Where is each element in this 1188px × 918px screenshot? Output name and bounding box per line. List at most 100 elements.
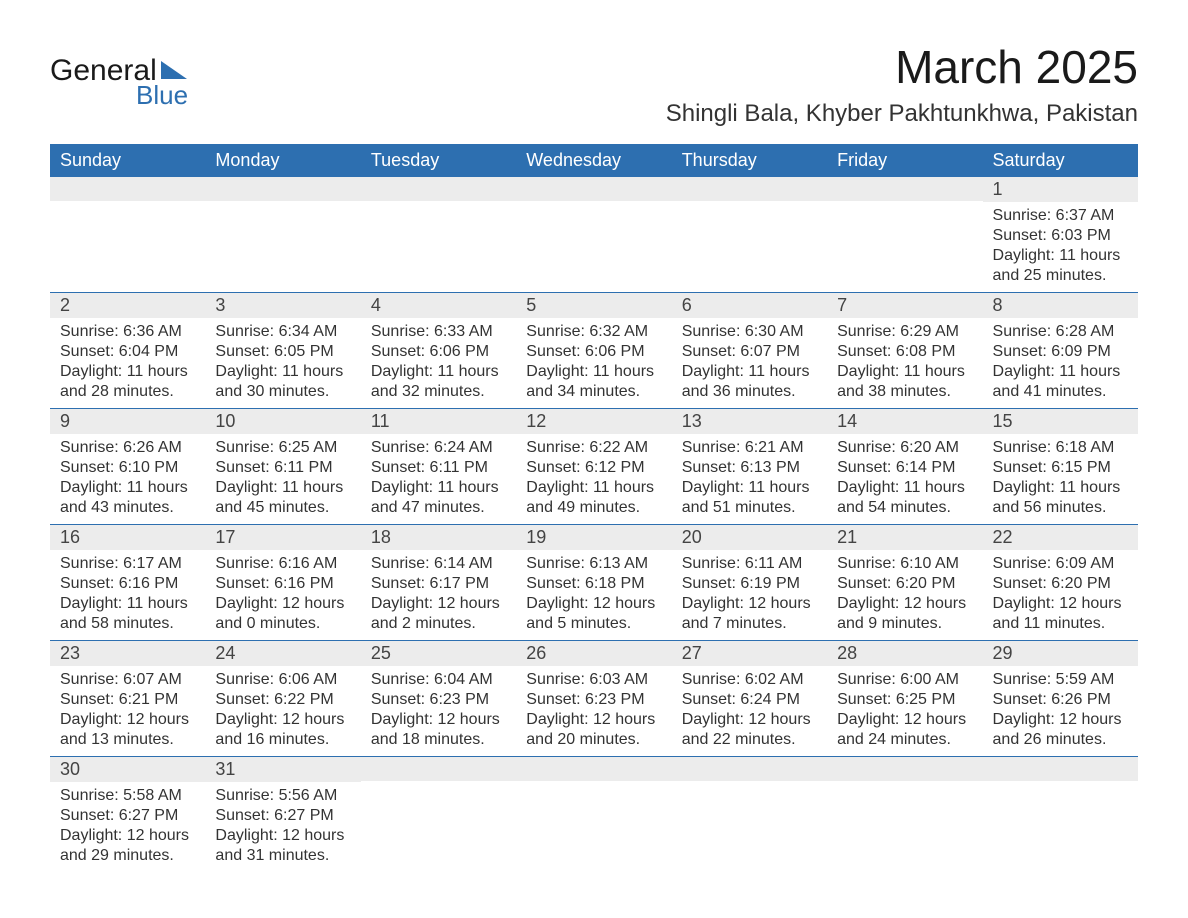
sunrise-line: Sunrise: 6:14 AM xyxy=(371,554,506,574)
calendar-day-cell: 26Sunrise: 6:03 AMSunset: 6:23 PMDayligh… xyxy=(516,641,671,757)
calendar-empty-cell xyxy=(516,177,671,293)
day-number: 13 xyxy=(672,409,827,434)
day-details: Sunrise: 6:30 AMSunset: 6:07 PMDaylight:… xyxy=(672,318,827,408)
sunrise-line: Sunrise: 6:24 AM xyxy=(371,438,506,458)
daylight-line: Daylight: 11 hours and 51 minutes. xyxy=(682,478,817,518)
day-number: 21 xyxy=(827,525,982,550)
weekday-header: Saturday xyxy=(983,144,1138,177)
day-number: 16 xyxy=(50,525,205,550)
sunrise-line: Sunrise: 6:25 AM xyxy=(215,438,350,458)
day-number: 12 xyxy=(516,409,671,434)
sunrise-line: Sunrise: 6:00 AM xyxy=(837,670,972,690)
calendar-empty-cell xyxy=(361,757,516,873)
calendar-day-cell: 11Sunrise: 6:24 AMSunset: 6:11 PMDayligh… xyxy=(361,409,516,525)
sunset-line: Sunset: 6:19 PM xyxy=(682,574,817,594)
daylight-line: Daylight: 12 hours and 2 minutes. xyxy=(371,594,506,634)
day-details xyxy=(516,201,671,261)
sunset-line: Sunset: 6:09 PM xyxy=(993,342,1128,362)
day-number xyxy=(827,757,982,781)
day-number: 31 xyxy=(205,757,360,782)
day-number xyxy=(672,177,827,201)
sunrise-line: Sunrise: 6:29 AM xyxy=(837,322,972,342)
calendar-empty-cell xyxy=(361,177,516,293)
calendar-day-cell: 9Sunrise: 6:26 AMSunset: 6:10 PMDaylight… xyxy=(50,409,205,525)
sunset-line: Sunset: 6:05 PM xyxy=(215,342,350,362)
daylight-line: Daylight: 12 hours and 29 minutes. xyxy=(60,826,195,866)
day-number: 29 xyxy=(983,641,1138,666)
sunrise-line: Sunrise: 6:09 AM xyxy=(993,554,1128,574)
sunrise-line: Sunrise: 6:30 AM xyxy=(682,322,817,342)
daylight-line: Daylight: 11 hours and 49 minutes. xyxy=(526,478,661,518)
daylight-line: Daylight: 12 hours and 26 minutes. xyxy=(993,710,1128,750)
day-details: Sunrise: 6:36 AMSunset: 6:04 PMDaylight:… xyxy=(50,318,205,408)
sunset-line: Sunset: 6:20 PM xyxy=(993,574,1128,594)
sunset-line: Sunset: 6:11 PM xyxy=(215,458,350,478)
day-number xyxy=(672,757,827,781)
sunrise-line: Sunrise: 6:10 AM xyxy=(837,554,972,574)
day-details: Sunrise: 6:18 AMSunset: 6:15 PMDaylight:… xyxy=(983,434,1138,524)
calendar-empty-cell xyxy=(827,177,982,293)
weekday-header: Tuesday xyxy=(361,144,516,177)
day-details: Sunrise: 6:14 AMSunset: 6:17 PMDaylight:… xyxy=(361,550,516,640)
day-number: 19 xyxy=(516,525,671,550)
daylight-line: Daylight: 12 hours and 5 minutes. xyxy=(526,594,661,634)
calendar-day-cell: 28Sunrise: 6:00 AMSunset: 6:25 PMDayligh… xyxy=(827,641,982,757)
daylight-line: Daylight: 12 hours and 20 minutes. xyxy=(526,710,661,750)
calendar-day-cell: 7Sunrise: 6:29 AMSunset: 6:08 PMDaylight… xyxy=(827,293,982,409)
calendar-day-cell: 2Sunrise: 6:36 AMSunset: 6:04 PMDaylight… xyxy=(50,293,205,409)
day-number: 2 xyxy=(50,293,205,318)
daylight-line: Daylight: 12 hours and 22 minutes. xyxy=(682,710,817,750)
sunrise-line: Sunrise: 6:06 AM xyxy=(215,670,350,690)
day-number: 17 xyxy=(205,525,360,550)
calendar-day-cell: 12Sunrise: 6:22 AMSunset: 6:12 PMDayligh… xyxy=(516,409,671,525)
sunset-line: Sunset: 6:06 PM xyxy=(371,342,506,362)
sunset-line: Sunset: 6:08 PM xyxy=(837,342,972,362)
daylight-line: Daylight: 12 hours and 18 minutes. xyxy=(371,710,506,750)
day-number: 10 xyxy=(205,409,360,434)
calendar-day-cell: 13Sunrise: 6:21 AMSunset: 6:13 PMDayligh… xyxy=(672,409,827,525)
day-number: 27 xyxy=(672,641,827,666)
sunset-line: Sunset: 6:21 PM xyxy=(60,690,195,710)
daylight-line: Daylight: 11 hours and 28 minutes. xyxy=(60,362,195,402)
day-details: Sunrise: 6:06 AMSunset: 6:22 PMDaylight:… xyxy=(205,666,360,756)
day-details: Sunrise: 6:25 AMSunset: 6:11 PMDaylight:… xyxy=(205,434,360,524)
calendar-day-cell: 22Sunrise: 6:09 AMSunset: 6:20 PMDayligh… xyxy=(983,525,1138,641)
sunset-line: Sunset: 6:27 PM xyxy=(60,806,195,826)
calendar-day-cell: 24Sunrise: 6:06 AMSunset: 6:22 PMDayligh… xyxy=(205,641,360,757)
calendar-empty-cell xyxy=(50,177,205,293)
location-subtitle: Shingli Bala, Khyber Pakhtunkhwa, Pakist… xyxy=(666,100,1138,128)
sunrise-line: Sunrise: 6:17 AM xyxy=(60,554,195,574)
day-details: Sunrise: 6:20 AMSunset: 6:14 PMDaylight:… xyxy=(827,434,982,524)
calendar-table: SundayMondayTuesdayWednesdayThursdayFrid… xyxy=(50,144,1138,872)
sunset-line: Sunset: 6:20 PM xyxy=(837,574,972,594)
weekday-header: Wednesday xyxy=(516,144,671,177)
day-details: Sunrise: 6:37 AMSunset: 6:03 PMDaylight:… xyxy=(983,202,1138,292)
day-number xyxy=(205,177,360,201)
daylight-line: Daylight: 11 hours and 56 minutes. xyxy=(993,478,1128,518)
calendar-day-cell: 31Sunrise: 5:56 AMSunset: 6:27 PMDayligh… xyxy=(205,757,360,873)
sunset-line: Sunset: 6:11 PM xyxy=(371,458,506,478)
sunset-line: Sunset: 6:26 PM xyxy=(993,690,1128,710)
brand-triangle-icon xyxy=(161,61,187,79)
header: General Blue March 2025 Shingli Bala, Kh… xyxy=(50,40,1138,128)
day-details: Sunrise: 6:02 AMSunset: 6:24 PMDaylight:… xyxy=(672,666,827,756)
day-details: Sunrise: 5:56 AMSunset: 6:27 PMDaylight:… xyxy=(205,782,360,872)
calendar-day-cell: 15Sunrise: 6:18 AMSunset: 6:15 PMDayligh… xyxy=(983,409,1138,525)
sunset-line: Sunset: 6:25 PM xyxy=(837,690,972,710)
day-number xyxy=(361,177,516,201)
calendar-empty-cell xyxy=(672,757,827,873)
day-details: Sunrise: 6:17 AMSunset: 6:16 PMDaylight:… xyxy=(50,550,205,640)
calendar-row: 30Sunrise: 5:58 AMSunset: 6:27 PMDayligh… xyxy=(50,757,1138,873)
calendar-body: 1Sunrise: 6:37 AMSunset: 6:03 PMDaylight… xyxy=(50,177,1138,872)
day-number: 5 xyxy=(516,293,671,318)
day-details: Sunrise: 6:34 AMSunset: 6:05 PMDaylight:… xyxy=(205,318,360,408)
calendar-row: 23Sunrise: 6:07 AMSunset: 6:21 PMDayligh… xyxy=(50,641,1138,757)
daylight-line: Daylight: 11 hours and 43 minutes. xyxy=(60,478,195,518)
sunrise-line: Sunrise: 6:33 AM xyxy=(371,322,506,342)
sunrise-line: Sunrise: 6:28 AM xyxy=(993,322,1128,342)
sunset-line: Sunset: 6:16 PM xyxy=(215,574,350,594)
day-number: 9 xyxy=(50,409,205,434)
daylight-line: Daylight: 11 hours and 30 minutes. xyxy=(215,362,350,402)
day-details xyxy=(50,201,205,261)
daylight-line: Daylight: 12 hours and 24 minutes. xyxy=(837,710,972,750)
